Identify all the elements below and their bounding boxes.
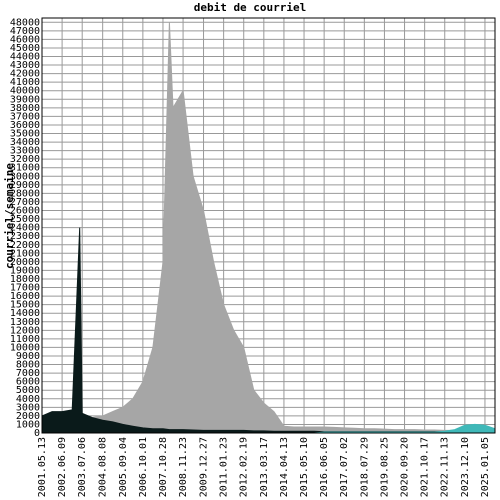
- area-fill: [42, 424, 495, 433]
- y-tick-label: 28000: [10, 188, 40, 199]
- x-tick-label: 2023.12.10: [460, 437, 471, 497]
- y-tick-label: 15000: [10, 300, 40, 311]
- x-tick-label: 2012.02.19: [239, 437, 250, 497]
- y-tick-label: 38000: [10, 103, 40, 114]
- x-tick-label: 2013.03.17: [259, 437, 270, 497]
- y-tick-label: 9000: [16, 351, 40, 362]
- x-tick-label: 2004.08.08: [98, 437, 109, 497]
- x-tick-label: 2006.10.01: [138, 437, 149, 497]
- plot-frame: [41, 17, 496, 434]
- y-tick-label: 20000: [10, 257, 40, 268]
- x-tick-label: 2022.11.13: [440, 437, 451, 497]
- y-tick-label: 0: [34, 428, 40, 439]
- y-tick-label: 41000: [10, 77, 40, 88]
- x-tick-label: 2009.12.27: [199, 437, 210, 497]
- y-tick-label: 17000: [10, 283, 40, 294]
- y-tick-label: 8000: [16, 360, 40, 371]
- x-tick-label: 2018.07.29: [359, 437, 370, 497]
- y-tick-label: 29000: [10, 180, 40, 191]
- y-tick-label: 2000: [16, 411, 40, 422]
- y-tick-label: 27000: [10, 197, 40, 208]
- y-tick-label: 32000: [10, 154, 40, 165]
- y-tick-label: 19000: [10, 265, 40, 276]
- plot-background: [42, 18, 495, 433]
- x-tick-label: 2008.11.23: [178, 437, 189, 497]
- y-tick-label: 21000: [10, 248, 40, 259]
- x-tick-label: 2015.05.10: [299, 437, 310, 497]
- x-tick-label: 2019.08.25: [379, 437, 390, 497]
- y-tick-label: 22000: [10, 240, 40, 251]
- x-tick-label: 2001.05.13: [37, 437, 48, 497]
- y-tick-label: 45000: [10, 43, 40, 54]
- y-tick-label: 36000: [10, 120, 40, 131]
- y-tick-label: 23000: [10, 231, 40, 242]
- y-tick-label: 43000: [10, 60, 40, 71]
- y-tick-label: 1000: [16, 419, 40, 430]
- y-tick-label: 35000: [10, 129, 40, 140]
- chart-title: debit de courriel: [194, 1, 307, 14]
- y-tick-label: 3000: [16, 402, 40, 413]
- x-tick-label: 2016.06.05: [319, 437, 330, 497]
- y-axis-label: courriel/semaine: [3, 163, 16, 269]
- y-tick-label: 33000: [10, 146, 40, 157]
- x-tick-label: 2020.09.20: [400, 437, 411, 497]
- y-tick-label: 18000: [10, 274, 40, 285]
- y-tick-label: 42000: [10, 69, 40, 80]
- x-tick-label: 2014.04.13: [279, 437, 290, 497]
- y-tick-label: 4000: [16, 394, 40, 405]
- y-tick-label: 30000: [10, 171, 40, 182]
- y-tick-label: 14000: [10, 308, 40, 319]
- x-tick-label: 2017.07.02: [339, 437, 350, 497]
- y-tick-label: 39000: [10, 94, 40, 105]
- y-tick-label: 34000: [10, 137, 40, 148]
- area-line: [42, 22, 495, 434]
- x-tick-label: 2021.10.17: [420, 437, 431, 497]
- y-tick-label: 13000: [10, 317, 40, 328]
- y-tick-label: 10000: [10, 342, 40, 353]
- y-tick-label: 46000: [10, 34, 40, 45]
- y-tick-label: 16000: [10, 291, 40, 302]
- x-tick-label: 2011.01.23: [219, 437, 230, 497]
- x-tick-label: 2007.10.28: [158, 437, 169, 497]
- y-tick-label: 25000: [10, 214, 40, 225]
- y-tick-label: 40000: [10, 86, 40, 97]
- y-tick-label: 47000: [10, 26, 40, 37]
- y-tick-label: 11000: [10, 334, 40, 345]
- y-tick-label: 7000: [16, 368, 40, 379]
- y-tick-label: 24000: [10, 223, 40, 234]
- y-tick-label: 26000: [10, 206, 40, 217]
- y-tick-label: 31000: [10, 163, 40, 174]
- x-tick-label: 2025.01.05: [480, 437, 491, 497]
- y-tick-label: 44000: [10, 52, 40, 63]
- y-tick-label: 6000: [16, 377, 40, 388]
- x-tick-label: 2002.06.09: [57, 437, 68, 497]
- x-tick-label: 2005.09.04: [118, 437, 129, 497]
- y-tick-label: 37000: [10, 111, 40, 122]
- y-tick-label: 5000: [16, 385, 40, 396]
- y-tick-label: 48000: [10, 17, 40, 28]
- x-tick-label: 2003.07.06: [77, 437, 88, 497]
- y-tick-label: 12000: [10, 325, 40, 336]
